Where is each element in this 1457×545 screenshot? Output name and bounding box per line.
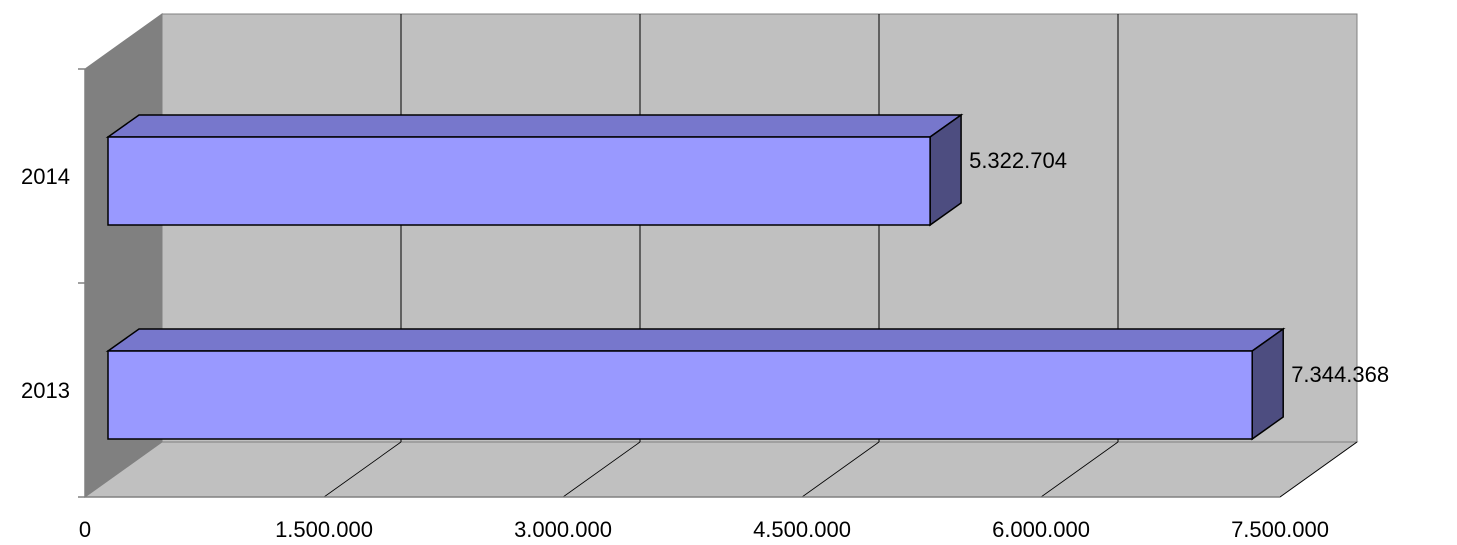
bar-top-face: [105, 328, 1286, 352]
y-tick-label: 2014: [21, 164, 70, 189]
bar-2014: [105, 113, 964, 227]
floor-gridline: [562, 441, 641, 498]
floor: [83, 441, 1359, 498]
floor-gridline: [801, 441, 880, 498]
x-tick-label: 3.000.000: [514, 517, 612, 542]
floor-gridline: [1040, 441, 1119, 498]
bar-front-face: [107, 350, 1253, 440]
y-tick-label: 2013: [21, 378, 70, 403]
bars: [105, 113, 1286, 441]
labels: 0 1.500.000 3.000.000 4.500.000 6.000.000 7.5…: [21, 148, 1389, 542]
bar-top-face: [105, 114, 964, 138]
bar-front-face: [107, 136, 931, 226]
x-tick-label: 4.500.000: [753, 517, 851, 542]
bar-2013: [105, 327, 1286, 441]
data-label-2014: 5.322.704: [969, 148, 1067, 173]
floor-gridline: [323, 441, 402, 498]
x-tick-label: 7.500.000: [1231, 517, 1329, 542]
x-tick-label: 0: [79, 517, 91, 542]
x-tick-label: 6.000.000: [992, 517, 1090, 542]
floor-gridline: [1279, 441, 1358, 498]
data-label-2013: 7.344.368: [1291, 362, 1389, 387]
x-tick-label: 1.500.000: [275, 517, 373, 542]
